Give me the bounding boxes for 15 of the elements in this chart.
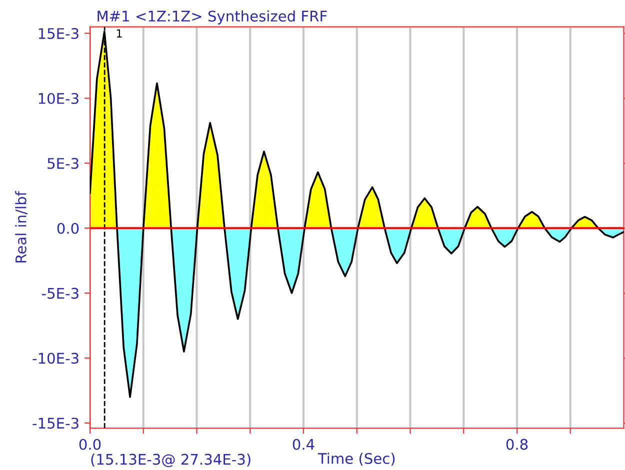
chart-title: M#1 <1Z:1Z> Synthesized FRF — [98, 10, 327, 24]
x-axis-title: Time (Sec) — [318, 452, 395, 466]
y-tick-label: 0.0 — [57, 222, 79, 234]
x-tick-label: 0.4 — [292, 438, 314, 450]
y-tick-label: -10E-3 — [32, 352, 78, 364]
y-tick-label: 10E-3 — [38, 92, 78, 104]
y-tick-label: 15E-3 — [38, 28, 78, 40]
y-tick-label: -5E-3 — [42, 288, 78, 299]
y-axis-title: Real in/lbf — [15, 190, 28, 262]
y-tick-label: 5E-3 — [48, 158, 78, 169]
x-tick-label: 0.8 — [506, 438, 528, 450]
x-tick-label: 0.0 — [79, 438, 101, 450]
y-tick-label: -15E-3 — [32, 418, 78, 429]
ref-line-label: (15.13E-3@ 27.34E-3) — [91, 454, 250, 468]
annotation: 1 — [116, 29, 122, 38]
